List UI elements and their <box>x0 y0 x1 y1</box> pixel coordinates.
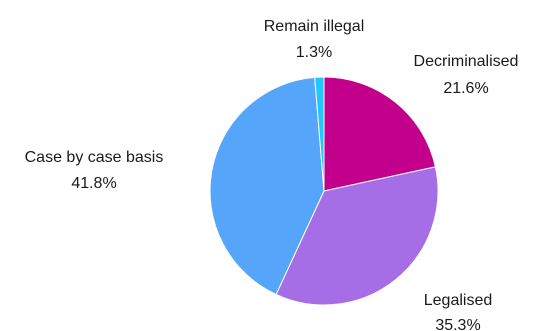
slice-label: Remain illegal <box>264 18 365 35</box>
slice-label: Case by case basis <box>25 149 164 166</box>
pie-slices <box>209 76 439 306</box>
pie-slice-legalised <box>275 166 439 306</box>
pie-slice-remain-illegal <box>314 76 325 192</box>
slice-value-label: 35.3% <box>435 317 480 331</box>
pie-labels: Decriminalised 21.6% Legalised 35.3% Case by… <box>25 18 519 331</box>
slice-value-label: 1.3% <box>296 44 332 61</box>
slice-label: Decriminalised <box>414 53 519 70</box>
slice-value-label: 21.6% <box>443 80 488 97</box>
pie-slice-decriminalised <box>323 76 437 192</box>
slice-label: Legalised <box>424 292 493 309</box>
pie-slice-case-by-case-basis <box>209 76 325 296</box>
slice-value-label: 41.8% <box>71 175 116 192</box>
